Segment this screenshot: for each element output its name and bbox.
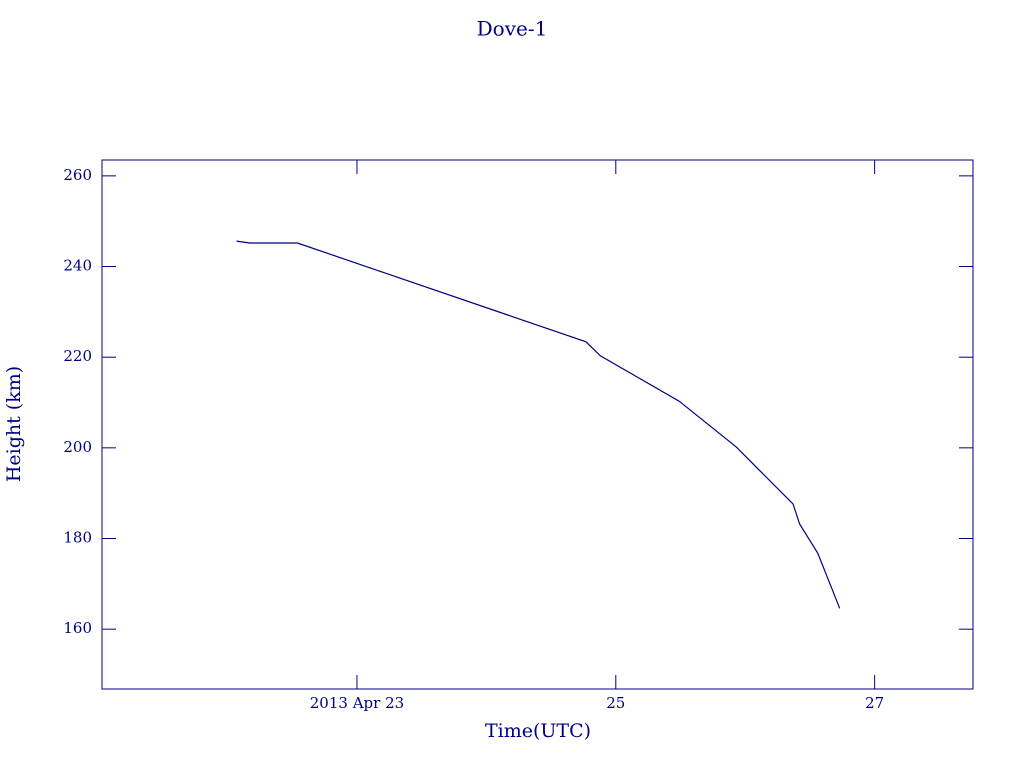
y-tick-label: 160 [63,619,92,637]
chart-title: Dove-1 [477,17,548,41]
plot-frame [101,159,974,690]
x-axis-label: Time(UTC) [485,720,591,742]
y-tick-label: 260 [63,166,92,184]
x-tick-label: 27 [865,694,884,712]
y-axis-label: Height (km) [3,366,25,482]
y-tick-label: 180 [63,529,92,547]
data-line [236,240,841,609]
x-tick-label: 25 [606,694,625,712]
y-tick-label: 240 [63,257,92,275]
x-tick-label: 2013 Apr 23 [310,694,404,712]
y-tick-label: 200 [63,438,92,456]
y-tick-label: 220 [63,347,92,365]
